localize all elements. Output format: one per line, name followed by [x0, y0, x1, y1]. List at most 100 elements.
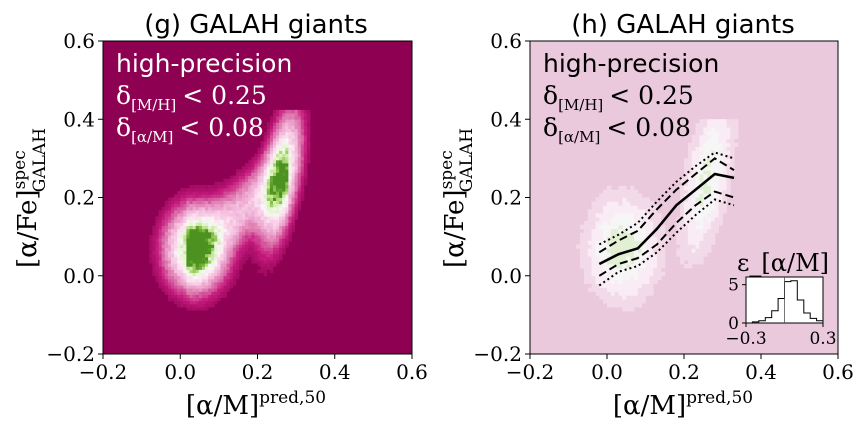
heatmap-cell [192, 206, 197, 211]
density-cell [614, 260, 619, 265]
heatmap-cell [186, 222, 190, 226]
density-cell [695, 256, 700, 261]
heatmap-cell [285, 119, 289, 123]
density-cell [687, 181, 693, 187]
heatmap-cell [158, 222, 163, 226]
heatmap-cell [152, 235, 156, 239]
density-cell [687, 256, 693, 261]
density-cell [730, 127, 735, 132]
heatmap-cell [285, 200, 289, 205]
density-cell [703, 138, 708, 144]
heatmap-cell [297, 197, 302, 201]
heatmap-cell [198, 244, 203, 248]
heatmap-cell [232, 278, 237, 283]
heatmap-cell [220, 181, 224, 186]
heatmap-cell [177, 231, 181, 236]
density-cell [614, 299, 619, 304]
density-cell [657, 236, 662, 241]
density-cell [614, 193, 619, 198]
heatmap-cell [223, 275, 227, 280]
heatmap-cell [167, 213, 172, 217]
heatmap-cell [174, 241, 178, 245]
heatmap-cell [260, 153, 265, 158]
heatmap-cell [266, 210, 271, 214]
heatmap-cell [177, 194, 181, 198]
heatmap-cell [279, 141, 283, 145]
heatmap-cell [167, 225, 172, 230]
heatmap-cell [201, 247, 206, 252]
heatmap-cell [282, 247, 286, 252]
heatmap-cell [291, 188, 295, 192]
density-cell [607, 232, 612, 237]
density-cell [603, 189, 608, 194]
heatmap-cell [158, 244, 163, 248]
density-cell [587, 264, 593, 269]
heatmap-cell [276, 116, 280, 120]
heatmap-cell [291, 122, 295, 126]
heatmap-cell [183, 253, 187, 258]
heatmap-cell [297, 153, 302, 158]
heatmap-cell [161, 250, 166, 255]
heatmap-cell [155, 260, 159, 264]
heatmap-cell [198, 241, 203, 245]
density-cell [610, 209, 616, 214]
heatmap-cell [276, 175, 280, 180]
density-cell [595, 228, 600, 234]
heatmap-cell [223, 206, 227, 211]
heatmap-cell [198, 213, 203, 217]
density-cell [718, 170, 723, 175]
heatmap-cell [161, 244, 166, 248]
heatmap-cell [220, 194, 224, 198]
density-cell [707, 162, 712, 167]
heatmap-cell [226, 194, 231, 198]
density-cell [622, 299, 627, 304]
heatmap-cell [257, 194, 261, 198]
heatmap-cell [208, 247, 212, 252]
heatmap-cell [217, 282, 221, 286]
density-cell [626, 279, 631, 284]
heatmap-cell [161, 269, 166, 273]
heatmap-cell [273, 203, 277, 208]
density-cell [726, 119, 731, 124]
density-cell [603, 224, 608, 230]
density-cell [637, 197, 643, 202]
heatmap-cell [254, 175, 258, 180]
heatmap-cell [189, 188, 193, 192]
density-cell [649, 264, 654, 269]
heatmap-cell [211, 263, 215, 267]
density-cell [595, 236, 600, 241]
density-cell [657, 217, 662, 222]
heatmap-cell [189, 228, 193, 233]
heatmap-cell [266, 228, 271, 233]
heatmap-cell [254, 169, 258, 173]
density-cell [637, 271, 643, 277]
panel-g-x-tick-label: −0.2 [79, 360, 128, 384]
heatmap-cell [220, 275, 224, 280]
density-cell [607, 197, 612, 202]
heatmap-cell [220, 263, 224, 267]
heatmap-cell [288, 178, 292, 183]
density-cell [591, 228, 596, 234]
density-cell [626, 189, 631, 194]
density-cell [699, 174, 704, 179]
heatmap-cell [288, 191, 292, 195]
density-cell [622, 189, 627, 194]
density-cell [622, 264, 627, 269]
density-cell [599, 256, 604, 261]
heatmap-cell [177, 303, 181, 308]
heatmap-cell [171, 225, 175, 230]
density-cell [599, 275, 604, 281]
heatmap-cell [192, 197, 197, 201]
heatmap-cell [297, 122, 302, 126]
density-cell [687, 170, 693, 175]
heatmap-cell [260, 228, 265, 233]
heatmap-cell [229, 181, 234, 186]
heatmap-cell [248, 235, 252, 239]
heatmap-cell [226, 241, 231, 245]
heatmap-cell [161, 225, 166, 230]
heatmap-cell [266, 216, 271, 220]
heatmap-cell [186, 216, 190, 220]
density-cell [707, 201, 712, 206]
density-cell [603, 213, 608, 218]
heatmap-cell [164, 269, 169, 273]
